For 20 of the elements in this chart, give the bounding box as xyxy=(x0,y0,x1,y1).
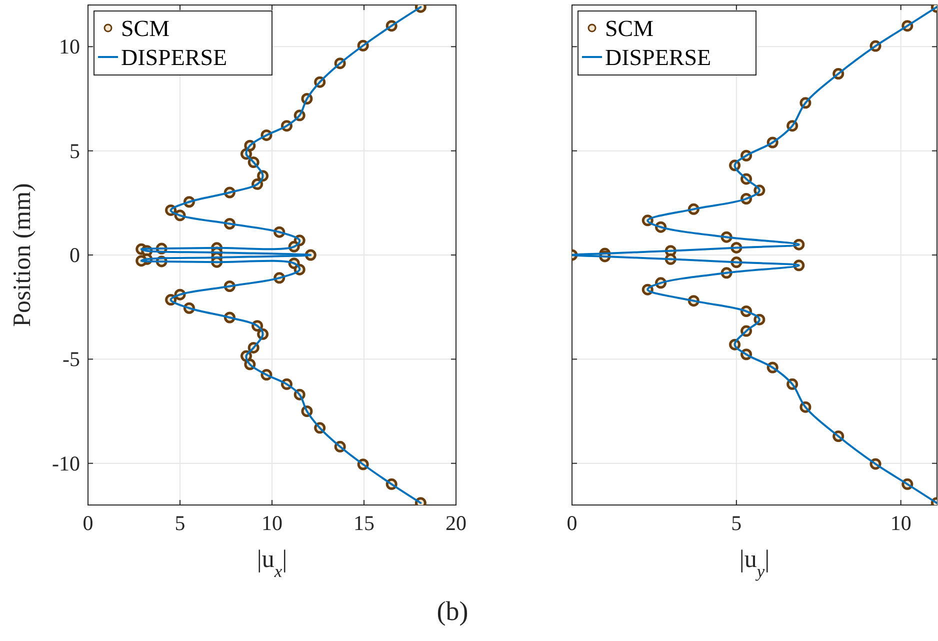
legend-label: DISPERSE xyxy=(605,45,712,70)
legend-label: DISPERSE xyxy=(121,45,228,70)
y-tick-label: 5 xyxy=(70,138,80,163)
y-axis-title: Position (mm) xyxy=(9,183,36,327)
x-tick-label: 15 xyxy=(354,511,374,535)
text: (b) xyxy=(436,596,468,626)
x-tick-label: 10 xyxy=(890,511,912,535)
x-axis-title: |u$_{x}$| xyxy=(256,546,288,581)
x-tick-label: 10 xyxy=(262,511,282,535)
y-tick-label: -10 xyxy=(52,451,80,476)
y-tick-label: 10 xyxy=(59,34,80,59)
y-tick-label: -5 xyxy=(62,347,80,372)
legend-label: SCM xyxy=(605,16,654,41)
legend-label: SCM xyxy=(121,16,170,41)
x-tick-label: 0 xyxy=(566,511,578,535)
x-tick-label: 20 xyxy=(446,511,466,535)
x-tick-label: 5 xyxy=(174,511,186,535)
x-axis-title: |u$_{y}$| xyxy=(739,546,770,581)
y-tick-label: 0 xyxy=(70,243,80,267)
x-tick-label: 5 xyxy=(731,511,742,535)
